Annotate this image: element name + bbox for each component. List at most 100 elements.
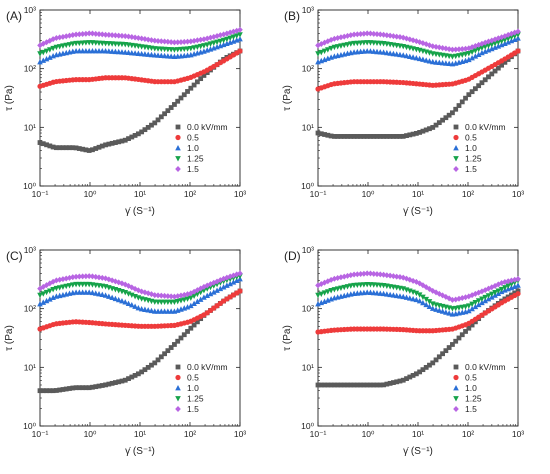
data-point	[475, 301, 482, 308]
data-point	[102, 31, 109, 38]
data-point	[149, 122, 154, 128]
data-point	[331, 134, 337, 139]
data-point	[358, 134, 364, 139]
data-point	[191, 82, 197, 88]
data-point	[197, 43, 204, 50]
data-point	[37, 292, 43, 299]
y-axis-label: τ (Pa)	[4, 85, 15, 111]
data-point	[348, 134, 354, 139]
data-point	[175, 338, 181, 344]
data-point	[397, 34, 403, 41]
x-tick-label: 10²	[184, 429, 196, 439]
data-point	[125, 300, 132, 306]
data-point	[479, 288, 485, 295]
data-point	[63, 42, 70, 49]
data-point	[76, 273, 83, 280]
data-point	[475, 51, 482, 57]
data-point	[469, 301, 475, 308]
data-point	[171, 39, 178, 46]
data-point	[161, 38, 168, 45]
data-point	[43, 48, 50, 54]
data-point	[152, 360, 158, 366]
data-series	[37, 270, 243, 300]
y-tick-label: 10¹	[24, 362, 36, 372]
data-point	[90, 384, 95, 390]
data-point	[508, 281, 515, 288]
data-point	[364, 134, 370, 139]
y-tick-label: 10³	[24, 245, 36, 255]
data-series	[315, 278, 521, 312]
data-point	[37, 51, 43, 57]
data-point	[452, 53, 459, 60]
data-point	[122, 299, 129, 305]
data-point	[321, 48, 328, 54]
data-point	[449, 296, 456, 303]
data-point	[79, 30, 86, 37]
data-point	[334, 44, 341, 50]
legend-label: 1.25	[465, 154, 482, 164]
data-point	[486, 74, 491, 80]
data-series	[37, 48, 243, 153]
data-point	[423, 284, 429, 291]
y-tick-label: 10¹	[302, 122, 314, 132]
data-point	[129, 134, 135, 140]
data-point	[188, 295, 194, 301]
data-point	[380, 49, 387, 55]
data-point	[505, 36, 511, 42]
data-point	[217, 38, 224, 45]
data-point	[341, 134, 347, 139]
data-series	[37, 288, 243, 394]
data-series	[315, 291, 521, 335]
x-tick-label: 10³	[234, 429, 246, 439]
data-point	[135, 35, 142, 42]
data-point	[351, 382, 357, 388]
legend: 0.0 kV/mm0.51.01.251.5	[453, 362, 506, 414]
data-point	[328, 288, 334, 294]
data-point	[357, 30, 364, 37]
data-point	[459, 46, 466, 53]
data-point	[410, 295, 416, 302]
data-point	[439, 308, 446, 314]
data-point	[384, 381, 390, 387]
data-point	[387, 380, 393, 386]
data-point	[426, 303, 433, 310]
y-axis-label: τ (Pa)	[282, 325, 293, 351]
data-point	[185, 329, 190, 334]
data-point	[436, 354, 442, 360]
data-point	[63, 145, 69, 151]
data-point	[70, 145, 76, 151]
data-point	[155, 292, 161, 299]
data-point	[214, 278, 220, 285]
legend-label: 1.0	[465, 143, 477, 153]
data-point	[194, 291, 201, 298]
data-point	[162, 111, 167, 117]
data-point	[197, 285, 204, 292]
data-point	[315, 51, 321, 57]
data-point	[462, 45, 469, 52]
data-point	[321, 290, 328, 296]
x-tick-label: 10³	[234, 189, 246, 199]
data-point	[43, 297, 50, 304]
data-point	[387, 291, 393, 298]
data-series	[315, 48, 521, 139]
data-point	[479, 80, 485, 86]
data-point	[449, 54, 456, 60]
data-point	[485, 38, 492, 45]
data-point	[50, 278, 56, 285]
data-point	[427, 362, 432, 368]
data-point	[475, 41, 482, 48]
data-point	[325, 278, 331, 285]
data-point	[351, 31, 357, 38]
data-point	[174, 298, 181, 305]
data-point	[83, 385, 89, 391]
data-point	[129, 302, 135, 308]
data-point	[335, 134, 341, 139]
data-point	[515, 291, 521, 297]
data-point	[168, 39, 174, 46]
data-point	[86, 289, 92, 295]
data-point	[472, 48, 479, 54]
data-point	[40, 299, 47, 305]
data-point	[456, 53, 462, 59]
legend-marker	[453, 385, 459, 391]
